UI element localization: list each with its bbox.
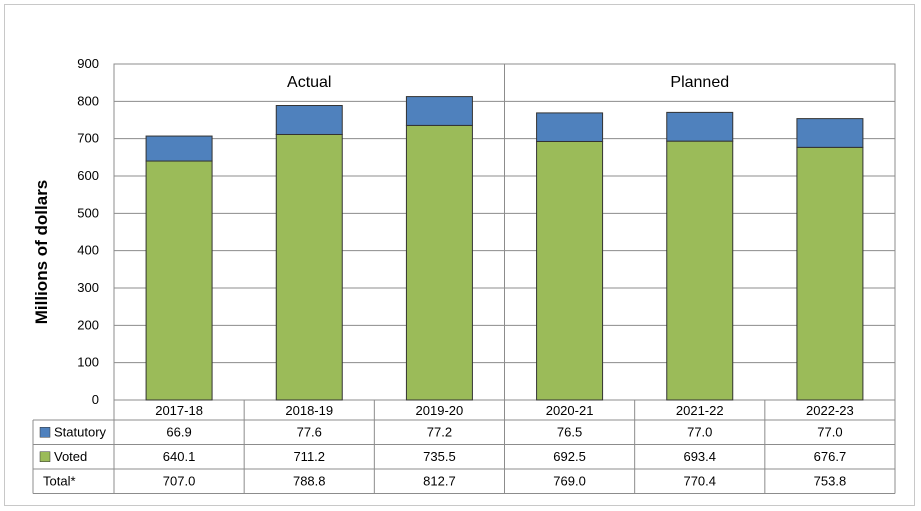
data-label: 812.7 [423,473,456,488]
y-axis-title: Millions of dollars [32,180,51,325]
data-label: 770.4 [683,473,716,488]
y-tick-label: 900 [77,56,99,71]
y-tick-label: 800 [77,93,99,108]
data-label: 692.5 [553,449,586,464]
bar-voted [796,146,864,401]
data-label: 788.8 [293,473,326,488]
data-label: 735.5 [423,449,456,464]
bar-statutory [796,118,864,148]
chart-frame: 0 100 200 300 400 500 600 700 800 900 Actual Planne… [4,4,915,506]
bar-voted [145,160,213,401]
data-label: 66.9 [166,424,191,439]
bar-voted [666,140,734,401]
bar-voted [275,133,343,401]
table-row-label: Total* [43,473,76,488]
x-tick-label: 2018-19 [285,403,333,418]
data-label: 77.0 [687,424,712,439]
data-label: 640.1 [163,449,196,464]
legend-swatch-voted [39,451,51,462]
bar-voted [405,124,473,401]
data-label: 76.5 [557,424,582,439]
data-label: 77.0 [817,424,842,439]
bar-statutory [275,105,343,135]
bar-statutory [666,111,734,142]
data-label: 676.7 [814,449,847,464]
x-tick-label: 2017-18 [155,403,203,418]
group-label: Planned [670,74,729,91]
x-tick-label: 2021-22 [676,403,724,418]
data-label: 769.0 [553,473,586,488]
data-label: 693.4 [683,449,716,464]
y-tick-label: 100 [77,355,99,370]
table-row-label: Statutory [54,424,107,439]
data-label: 753.8 [814,473,847,488]
x-tick-label: 2022-23 [806,403,854,418]
x-tick-label: 2019-20 [416,403,464,418]
stacked-bar-chart: 0 100 200 300 400 500 600 700 800 900 Actual Planne… [32,56,896,494]
y-tick-label: 600 [77,168,99,183]
y-tick-label: 0 [92,392,99,407]
data-label: 711.2 [293,449,325,464]
bar-statutory [536,112,604,142]
table-row-label: Voted [54,449,87,464]
x-tick-label: 2020-21 [546,403,594,418]
y-tick-label: 500 [77,205,99,220]
group-label: Actual [287,74,331,91]
legend-swatch-statutory [39,427,51,438]
bar-statutory [405,96,473,126]
y-tick-label: 400 [77,243,99,258]
y-tick-label: 700 [77,131,99,146]
bar-voted [536,140,604,401]
data-label: 77.2 [427,424,452,439]
data-label: 707.0 [163,473,196,488]
y-tick-label: 200 [77,317,99,332]
bar-statutory [145,135,213,162]
y-tick-label: 300 [77,280,99,295]
data-label: 77.6 [297,424,322,439]
